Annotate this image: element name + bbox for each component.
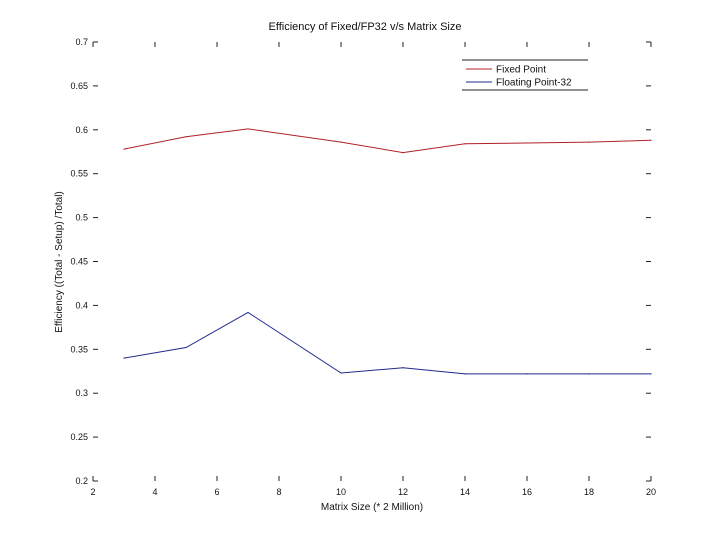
x-tick-label: 20 (646, 487, 656, 497)
data-point (588, 373, 590, 375)
data-point (340, 141, 342, 143)
x-axis-label: Matrix Size (* 2 Million) (321, 502, 423, 513)
y-tick-label: 0.35 (70, 344, 88, 354)
y-tick-label: 0.2 (75, 476, 88, 486)
x-tick-label: 18 (584, 487, 594, 497)
x-tick-label: 6 (214, 487, 219, 497)
data-point (588, 141, 590, 143)
x-tick-label: 8 (276, 487, 281, 497)
data-point (526, 142, 528, 144)
data-point (402, 152, 404, 154)
data-point (247, 128, 249, 130)
data-point (650, 139, 652, 141)
series-line-fixed-point (123, 128, 652, 154)
data-point (123, 357, 125, 359)
y-tick-label: 0.5 (75, 213, 88, 223)
data-point (123, 148, 125, 150)
y-tick-label: 0.4 (75, 300, 88, 310)
data-point (340, 372, 342, 374)
legend-label: Floating Point-32 (496, 78, 572, 89)
data-point (185, 346, 187, 349)
series-line-floating-point-32 (123, 311, 651, 375)
y-tick-label: 0.45 (70, 257, 88, 267)
x-tick-label: 10 (336, 487, 346, 497)
x-tick-label: 12 (398, 487, 408, 497)
series-group (123, 128, 652, 375)
y-tick-label: 0.25 (70, 432, 88, 442)
data-point (464, 373, 466, 375)
data-point (247, 311, 249, 314)
data-point (464, 143, 466, 145)
y-axis-ticks: 0.2 0.25 0.3 0.35 0.4 0.45 0.5 0.55 0.6 0.65 0.7 (70, 37, 651, 486)
data-point (526, 373, 528, 375)
y-axis-label: Efficiency ((Total - Setup) /Total) (54, 191, 65, 333)
y-tick-label: 0.55 (70, 169, 88, 179)
legend-label: Fixed Point (496, 65, 546, 76)
chart-title: Efficiency of Fixed/FP32 v/s Matrix Size (269, 21, 462, 33)
data-point (650, 373, 652, 375)
y-tick-label: 0.3 (75, 388, 88, 398)
x-tick-label: 14 (460, 487, 470, 497)
x-tick-label: 16 (522, 487, 532, 497)
data-point (402, 367, 404, 369)
y-tick-label: 0.7 (75, 37, 88, 47)
x-tick-label: 4 (152, 487, 157, 497)
data-point (185, 136, 187, 138)
y-tick-label: 0.6 (75, 125, 88, 135)
x-tick-label: 2 (90, 487, 95, 497)
legend: Fixed Point Floating Point-32 (462, 59, 588, 91)
x-axis-ticks: 2 4 6 8 10 12 14 16 18 20 (90, 42, 656, 497)
y-tick-label: 0.65 (70, 81, 88, 91)
